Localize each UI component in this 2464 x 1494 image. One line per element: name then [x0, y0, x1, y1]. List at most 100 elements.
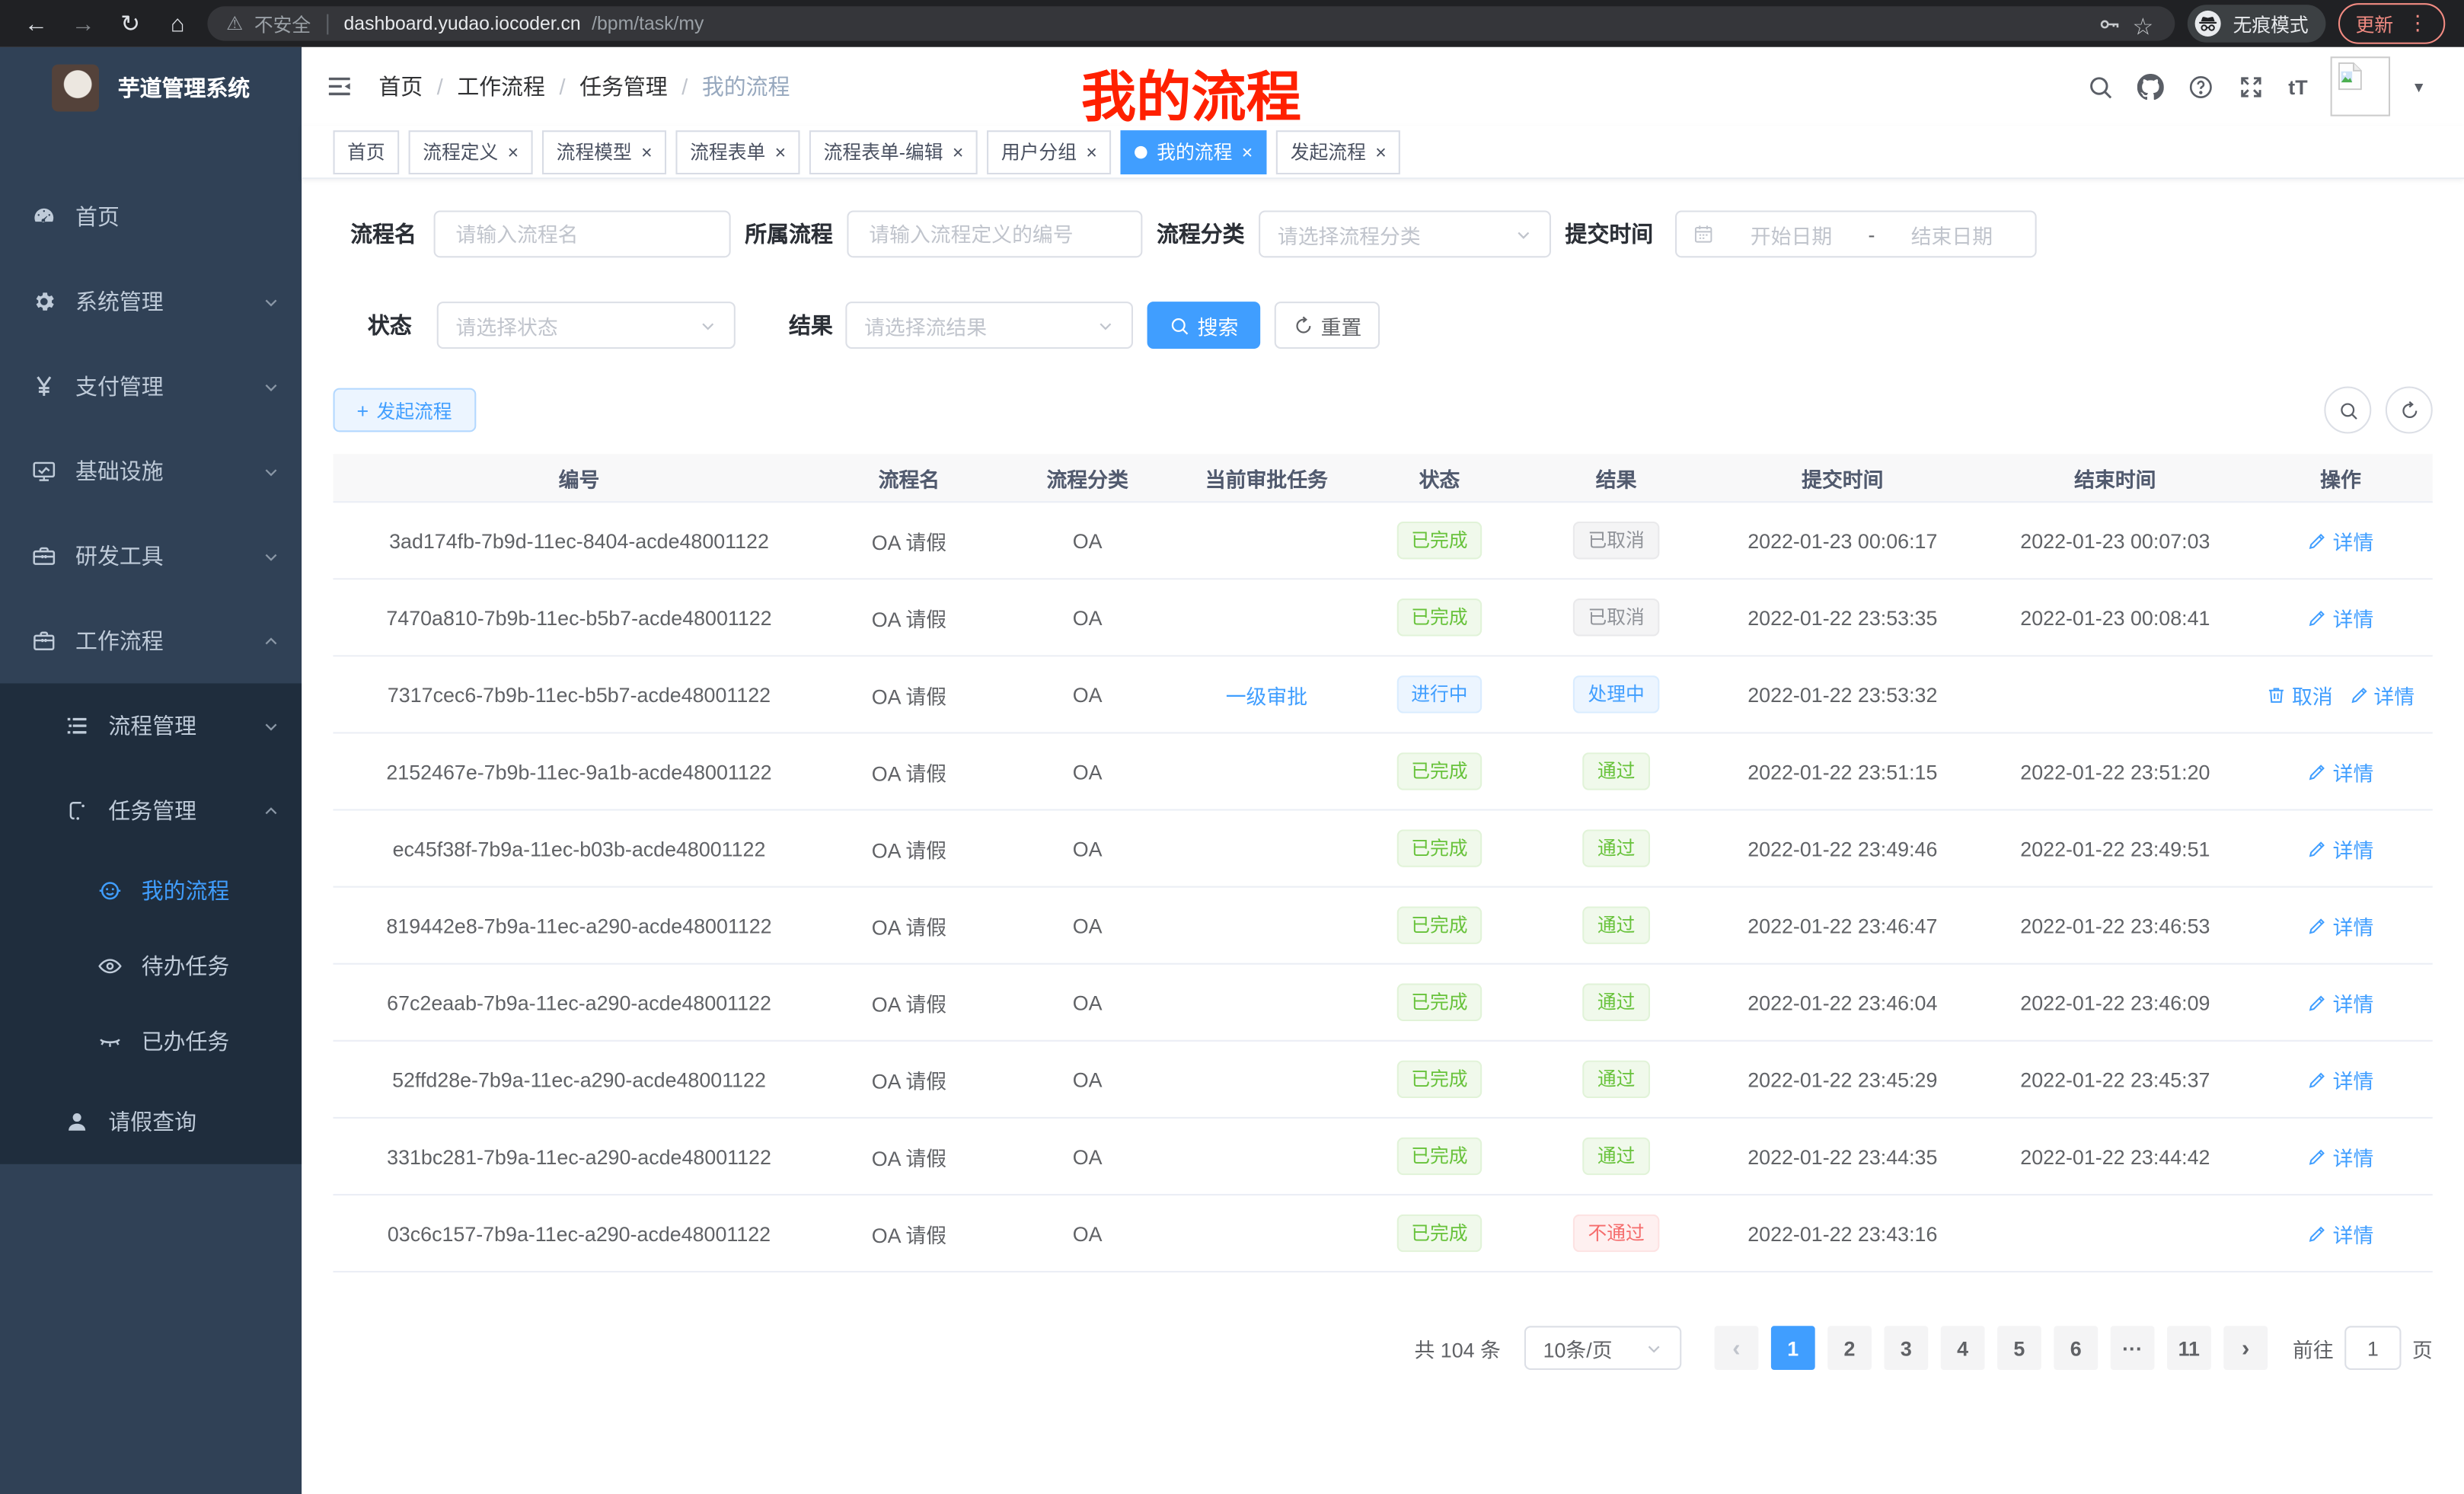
cell-submit-time: 2022-01-23 00:06:17 [1747, 528, 1938, 553]
sidebar-item-工作流程[interactable]: 工作流程 [0, 599, 302, 683]
search-button[interactable]: 搜索 [1147, 302, 1261, 350]
breadcrumb-item[interactable]: 首页 [378, 73, 423, 99]
sidebar-item-基础设施[interactable]: 基础设施 [0, 429, 302, 513]
back-icon[interactable]: ← [24, 10, 48, 37]
category-select[interactable]: 请选择流程分类 [1259, 210, 1551, 258]
cell-process-name: OA 请假 [871, 1068, 947, 1093]
page-size-select[interactable]: 10条/页 [1524, 1326, 1682, 1371]
chevron-down-icon[interactable]: ▾ [2414, 78, 2424, 97]
tab-流程表单-编辑[interactable]: 流程表单-编辑 × [809, 129, 978, 174]
page-button-5[interactable]: 5 [1997, 1326, 2041, 1371]
tab-流程表单[interactable]: 流程表单 × [675, 129, 800, 174]
status-badge: 进行中 [1396, 675, 1483, 713]
goto-page-input[interactable] [2344, 1326, 2402, 1371]
cell-id: 3ad174fb-7b9d-11ec-8404-acde48001122 [389, 528, 769, 553]
browser-menu-icon[interactable]: ⋮ [2407, 11, 2428, 35]
hamburger-icon[interactable] [325, 72, 353, 101]
submit-time-range[interactable]: 开始日期 - 结束日期 [1675, 210, 2037, 258]
tab-发起流程[interactable]: 发起流程 × [1276, 129, 1401, 174]
next-page-button[interactable]: › [2223, 1326, 2268, 1371]
tab-首页[interactable]: 首页 [333, 129, 400, 174]
sidebar-item-支付管理[interactable]: 支付管理 [0, 344, 302, 429]
show-search-button[interactable] [2324, 386, 2372, 434]
page-button-2[interactable]: 2 [1827, 1326, 1872, 1371]
tab-流程模型[interactable]: 流程模型 × [542, 129, 667, 174]
key-icon[interactable] [2098, 11, 2121, 35]
forward-icon[interactable]: → [71, 10, 95, 37]
page-numbers: 1 2 3 4 5 6 ··· 11 [1765, 1326, 2217, 1371]
sidebar-item-流程管理[interactable]: 流程管理 [0, 683, 302, 768]
address-bar[interactable]: ⚠ 不安全 dashboard.yudao.iocoder.cn /bpm/ta… [207, 6, 2175, 41]
status-badge: 已完成 [1396, 1137, 1483, 1176]
status-badge: 已完成 [1396, 829, 1483, 867]
detail-link[interactable]: 详情 [2308, 1065, 2373, 1094]
close-icon[interactable]: × [507, 140, 519, 163]
breadcrumb-item[interactable]: 工作流程 [457, 73, 545, 99]
current-task-link[interactable]: 一级审批 [1225, 684, 1308, 708]
detail-link[interactable]: 详情 [2308, 1218, 2373, 1248]
sidebar-item-请假查询[interactable]: 请假查询 [0, 1079, 302, 1164]
sidebar-item-我的流程[interactable]: 我的流程 [0, 853, 302, 928]
prev-page-button[interactable]: ‹ [1714, 1326, 1759, 1371]
close-icon[interactable]: × [1086, 140, 1097, 163]
cell-status: 已完成 [1352, 906, 1527, 944]
breadcrumb-item[interactable]: 任务管理 [579, 73, 668, 99]
tab-我的流程[interactable]: 我的流程 × [1120, 129, 1267, 174]
refresh-icon [1292, 315, 1313, 336]
status-badge: 已完成 [1396, 1060, 1483, 1099]
refresh-list-button[interactable] [2385, 386, 2433, 434]
list-icon [65, 713, 90, 739]
cell-actions: 详情 [2250, 1065, 2430, 1094]
tab-流程定义[interactable]: 流程定义 × [408, 129, 533, 174]
detail-link[interactable]: 详情 [2308, 833, 2373, 863]
home-icon[interactable]: ⌂ [170, 10, 185, 37]
sidebar-logo[interactable]: 芋道管理系统 [0, 47, 302, 129]
question-icon[interactable] [2188, 73, 2214, 100]
cancel-link[interactable]: 取消 [2267, 679, 2333, 709]
cell-status: 已完成 [1352, 521, 1527, 560]
sidebar-item-系统管理[interactable]: 系统管理 [0, 259, 302, 343]
close-icon[interactable]: × [641, 140, 653, 163]
detail-link[interactable]: 详情 [2308, 988, 2373, 1017]
cell-status: 已完成 [1352, 1060, 1527, 1099]
page-button-3[interactable]: 3 [1884, 1326, 1929, 1371]
sidebar-item-已办任务[interactable]: 已办任务 [0, 1004, 302, 1079]
detail-link[interactable]: 详情 [2308, 911, 2373, 940]
result-select[interactable]: 请选择流结果 [845, 302, 1133, 350]
close-icon[interactable]: × [1375, 140, 1387, 163]
detail-link[interactable]: 详情 [2308, 602, 2373, 632]
reset-button[interactable]: 重置 [1274, 302, 1380, 350]
detail-link[interactable]: 详情 [2348, 679, 2415, 709]
page-button-11[interactable]: 11 [2166, 1326, 2211, 1371]
search-icon[interactable] [2087, 73, 2114, 100]
font-size-icon[interactable]: tT [2288, 74, 2308, 98]
cell-category: OA [1072, 1067, 1103, 1091]
reload-icon[interactable]: ↻ [120, 11, 141, 38]
status-badge: 已完成 [1396, 599, 1483, 637]
process-name-input[interactable] [433, 210, 731, 258]
sidebar-item-待办任务[interactable]: 待办任务 [0, 928, 302, 1004]
detail-link[interactable]: 详情 [2308, 1141, 2373, 1171]
sidebar-item-首页[interactable]: 首页 [0, 174, 302, 259]
more-pages-button[interactable]: ··· [2110, 1326, 2155, 1371]
status-select[interactable]: 请选择状态 [436, 302, 736, 350]
sidebar-item-研发工具[interactable]: 研发工具 [0, 514, 302, 599]
detail-link[interactable]: 详情 [2308, 525, 2373, 555]
page-button-1[interactable]: 1 [1770, 1326, 1815, 1371]
fullscreen-icon[interactable] [2238, 73, 2265, 100]
close-icon[interactable]: × [1241, 140, 1253, 163]
close-icon[interactable]: × [952, 140, 964, 163]
create-process-button[interactable]: + 发起流程 [333, 388, 476, 433]
tab-用户分组[interactable]: 用户分组 × [987, 129, 1112, 174]
bookmark-star-icon[interactable]: ☆ [2132, 13, 2154, 40]
page-button-4[interactable]: 4 [1940, 1326, 1985, 1371]
update-button[interactable]: 更新 ⋮ [2338, 3, 2446, 44]
page-button-6[interactable]: 6 [2054, 1326, 2099, 1371]
cell-submit-time: 2022-01-22 23:43:16 [1747, 1221, 1938, 1246]
sidebar-item-任务管理[interactable]: 任务管理 [0, 768, 302, 853]
process-def-input[interactable] [847, 210, 1143, 258]
close-icon[interactable]: × [774, 140, 787, 163]
detail-link[interactable]: 详情 [2308, 756, 2373, 786]
github-icon[interactable] [2137, 72, 2165, 100]
avatar[interactable] [2331, 56, 2392, 117]
